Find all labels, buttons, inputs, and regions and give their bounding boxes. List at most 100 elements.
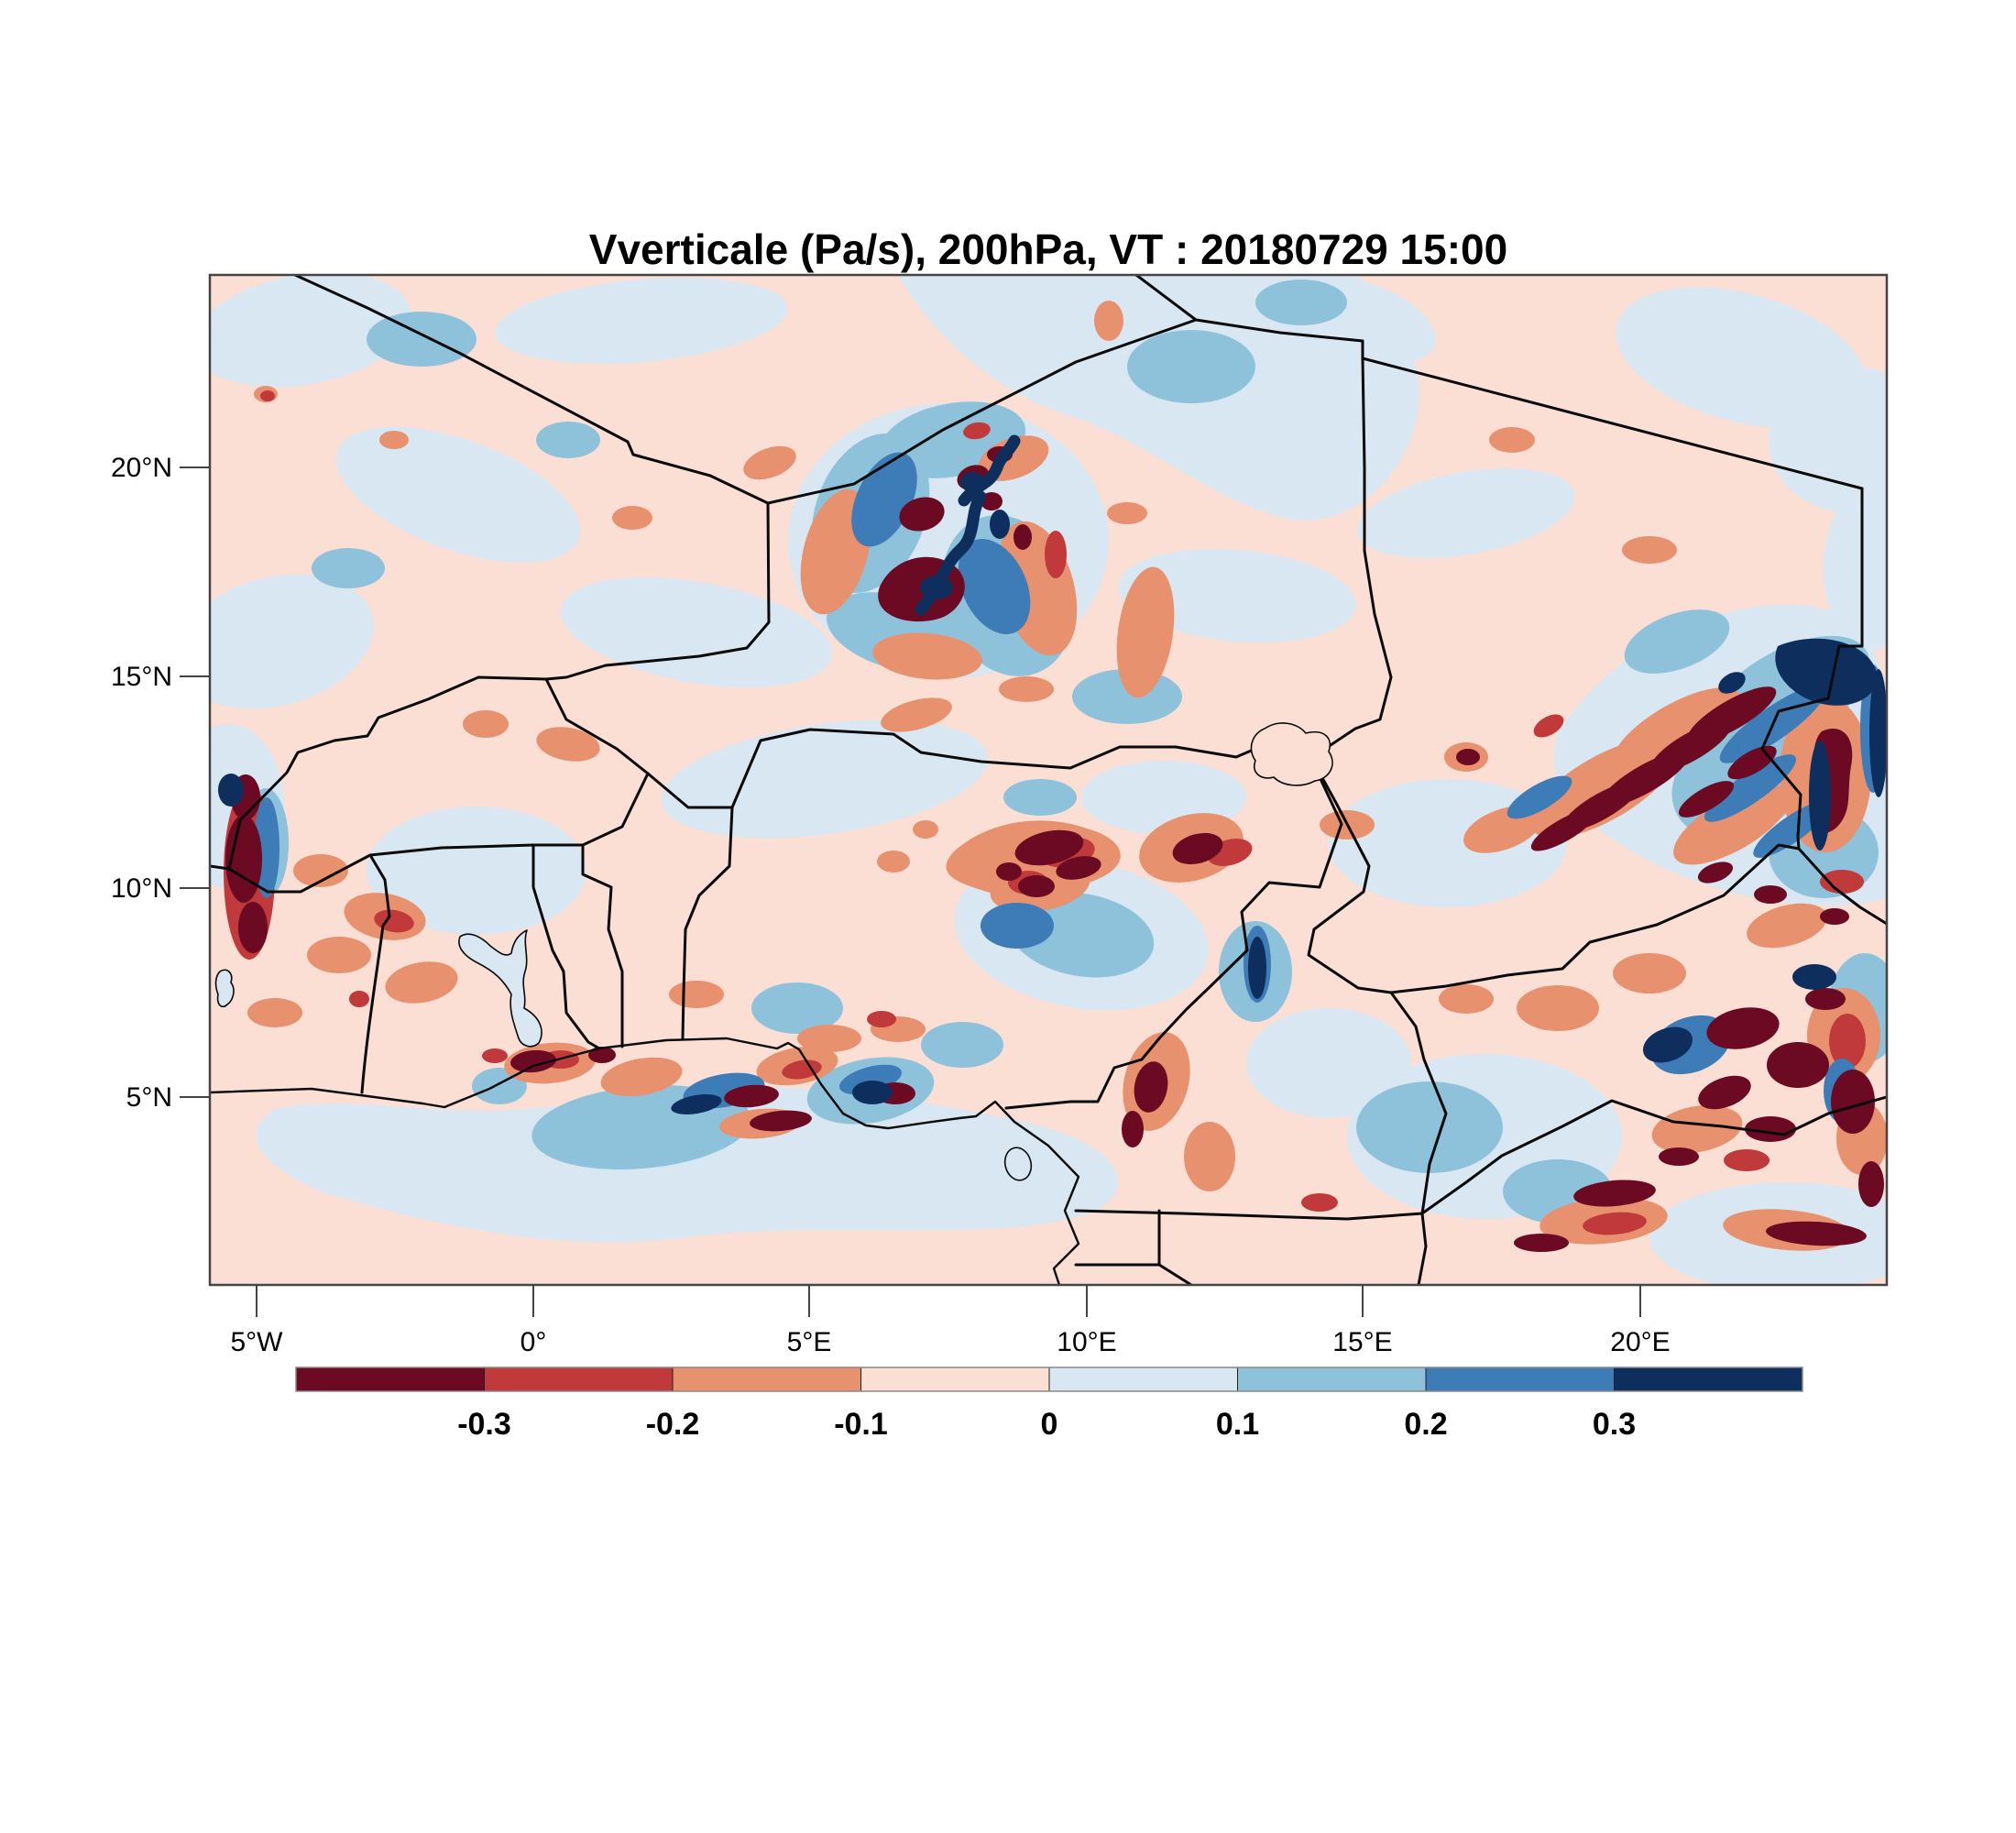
contour-blob xyxy=(1820,870,1864,894)
contour-blob xyxy=(1792,964,1836,990)
contour-blob xyxy=(1246,1008,1411,1118)
contour-blob xyxy=(1018,875,1055,897)
contour-fill-layer-navy xyxy=(218,434,1887,1114)
contour-blob xyxy=(1439,984,1494,1014)
border-burkina-west xyxy=(227,675,548,871)
figure-title: Vverticale (Pa/s), 200hPa, VT : 20180729… xyxy=(589,225,1507,273)
y-axis: 20°N 15°N 10°N 5°N xyxy=(111,453,210,1113)
contour-blob xyxy=(600,1057,683,1097)
contour-blob xyxy=(921,1022,1003,1068)
border-libya-chad xyxy=(1361,357,1864,490)
contour-blob xyxy=(1118,548,1356,643)
contour-blob xyxy=(1673,785,1791,865)
contour-blob xyxy=(1706,1007,1780,1049)
contour-blob xyxy=(1517,985,1599,1031)
contour-blob xyxy=(1769,367,1887,513)
contour-blob xyxy=(669,981,724,1008)
border-mali-algeria xyxy=(293,275,770,505)
contour-blob xyxy=(872,632,982,680)
colorbar-segment xyxy=(1237,1367,1427,1392)
contour-blob xyxy=(1820,908,1849,925)
contour-blob xyxy=(996,862,1022,881)
x-tick-label-0: 0° xyxy=(520,1327,547,1357)
contour-blob xyxy=(1255,280,1347,325)
contour-blob xyxy=(1718,672,1746,694)
x-tick-label-20e: 20°E xyxy=(1610,1327,1670,1357)
border-chad-sudan xyxy=(1760,487,1864,851)
border-niger-nigeria xyxy=(730,728,1313,809)
border-niger-libya xyxy=(1194,318,1364,360)
contour-blob xyxy=(536,727,600,762)
border-car-cameroon xyxy=(1389,991,1448,1215)
contour-blob xyxy=(349,991,369,1007)
colorbar-segment xyxy=(1048,1367,1238,1392)
contour-blob xyxy=(852,1081,893,1104)
contour-blob xyxy=(1507,775,1572,819)
contour-blob xyxy=(247,998,302,1027)
contour-blob xyxy=(1357,468,1575,558)
contour-blob xyxy=(1747,903,1827,949)
contour-blob xyxy=(881,697,952,732)
border-car-congo-drc xyxy=(1420,1095,1887,1215)
border-mali-niger xyxy=(544,501,771,681)
contour-blob xyxy=(1678,781,1735,818)
colorbar-segment xyxy=(295,1367,485,1392)
contour-blob xyxy=(1056,856,1101,880)
contour-blob xyxy=(335,427,581,563)
border-nigeria-cameroon xyxy=(1004,756,1343,1110)
contour-blob xyxy=(510,1049,556,1073)
contour-blob xyxy=(1659,1147,1699,1166)
border-gabon-south xyxy=(1157,1263,1193,1285)
bioko-island xyxy=(1003,1147,1033,1181)
contour-blob xyxy=(379,431,409,449)
contour-blob xyxy=(1624,609,1730,674)
contour-blob xyxy=(671,1094,722,1114)
contour-blob xyxy=(1014,829,1084,866)
contour-blob xyxy=(1489,427,1535,453)
contour-blob xyxy=(963,422,991,440)
x-tick-label-15e: 15°E xyxy=(1332,1327,1392,1357)
border-benin-niger xyxy=(646,772,734,809)
contour-blob xyxy=(225,815,262,903)
contour-blob xyxy=(1583,1212,1647,1235)
colorbar-label: 0.3 xyxy=(1593,1407,1636,1442)
contour-blob xyxy=(1045,531,1067,578)
x-axis: 5°W 0° 5°E 10°E 15°E 20°E xyxy=(231,1285,1671,1357)
colorbar-label: -0.2 xyxy=(646,1407,700,1442)
x-tick-label-10e: 10°E xyxy=(1057,1327,1116,1357)
contour-blob xyxy=(1013,524,1032,550)
contour-blob xyxy=(385,961,458,1004)
contour-blob xyxy=(1824,486,1887,651)
border-benin-nigeria xyxy=(681,806,734,1040)
colorbar-outline xyxy=(295,1367,1803,1392)
border-algeria-niger xyxy=(766,318,1198,505)
border-benin-burkina xyxy=(581,772,650,847)
border-cote-divoire-north xyxy=(210,843,585,894)
contour-blob xyxy=(1651,1104,1743,1154)
contour-blob xyxy=(1831,1070,1875,1134)
contour-blob xyxy=(260,390,275,401)
contour-blob xyxy=(1805,988,1846,1010)
contour-blob xyxy=(1697,862,1734,884)
contour-blob xyxy=(1514,1234,1569,1252)
contour-blob xyxy=(312,548,385,588)
border-chad-car xyxy=(1389,843,1801,994)
colorbar-label: -0.3 xyxy=(457,1407,511,1442)
contour-blob xyxy=(920,576,953,599)
contour-blob xyxy=(1858,1161,1884,1207)
contour-blob xyxy=(1754,885,1787,904)
border-ghana-togo xyxy=(531,843,601,1050)
contour-blob xyxy=(782,1059,822,1080)
contour-blob xyxy=(960,472,984,492)
colorbar-segment xyxy=(860,1367,1050,1392)
contour-blob xyxy=(999,676,1054,702)
contour-blob xyxy=(536,422,600,458)
map-area xyxy=(210,275,1887,1285)
contour-blob xyxy=(1698,1075,1751,1110)
border-burkina-niger xyxy=(544,677,650,775)
contour-blob xyxy=(1301,1193,1338,1212)
colorbar-segment xyxy=(1425,1367,1615,1392)
contour-blob xyxy=(1829,1014,1866,1069)
contour-blob xyxy=(1116,566,1175,698)
